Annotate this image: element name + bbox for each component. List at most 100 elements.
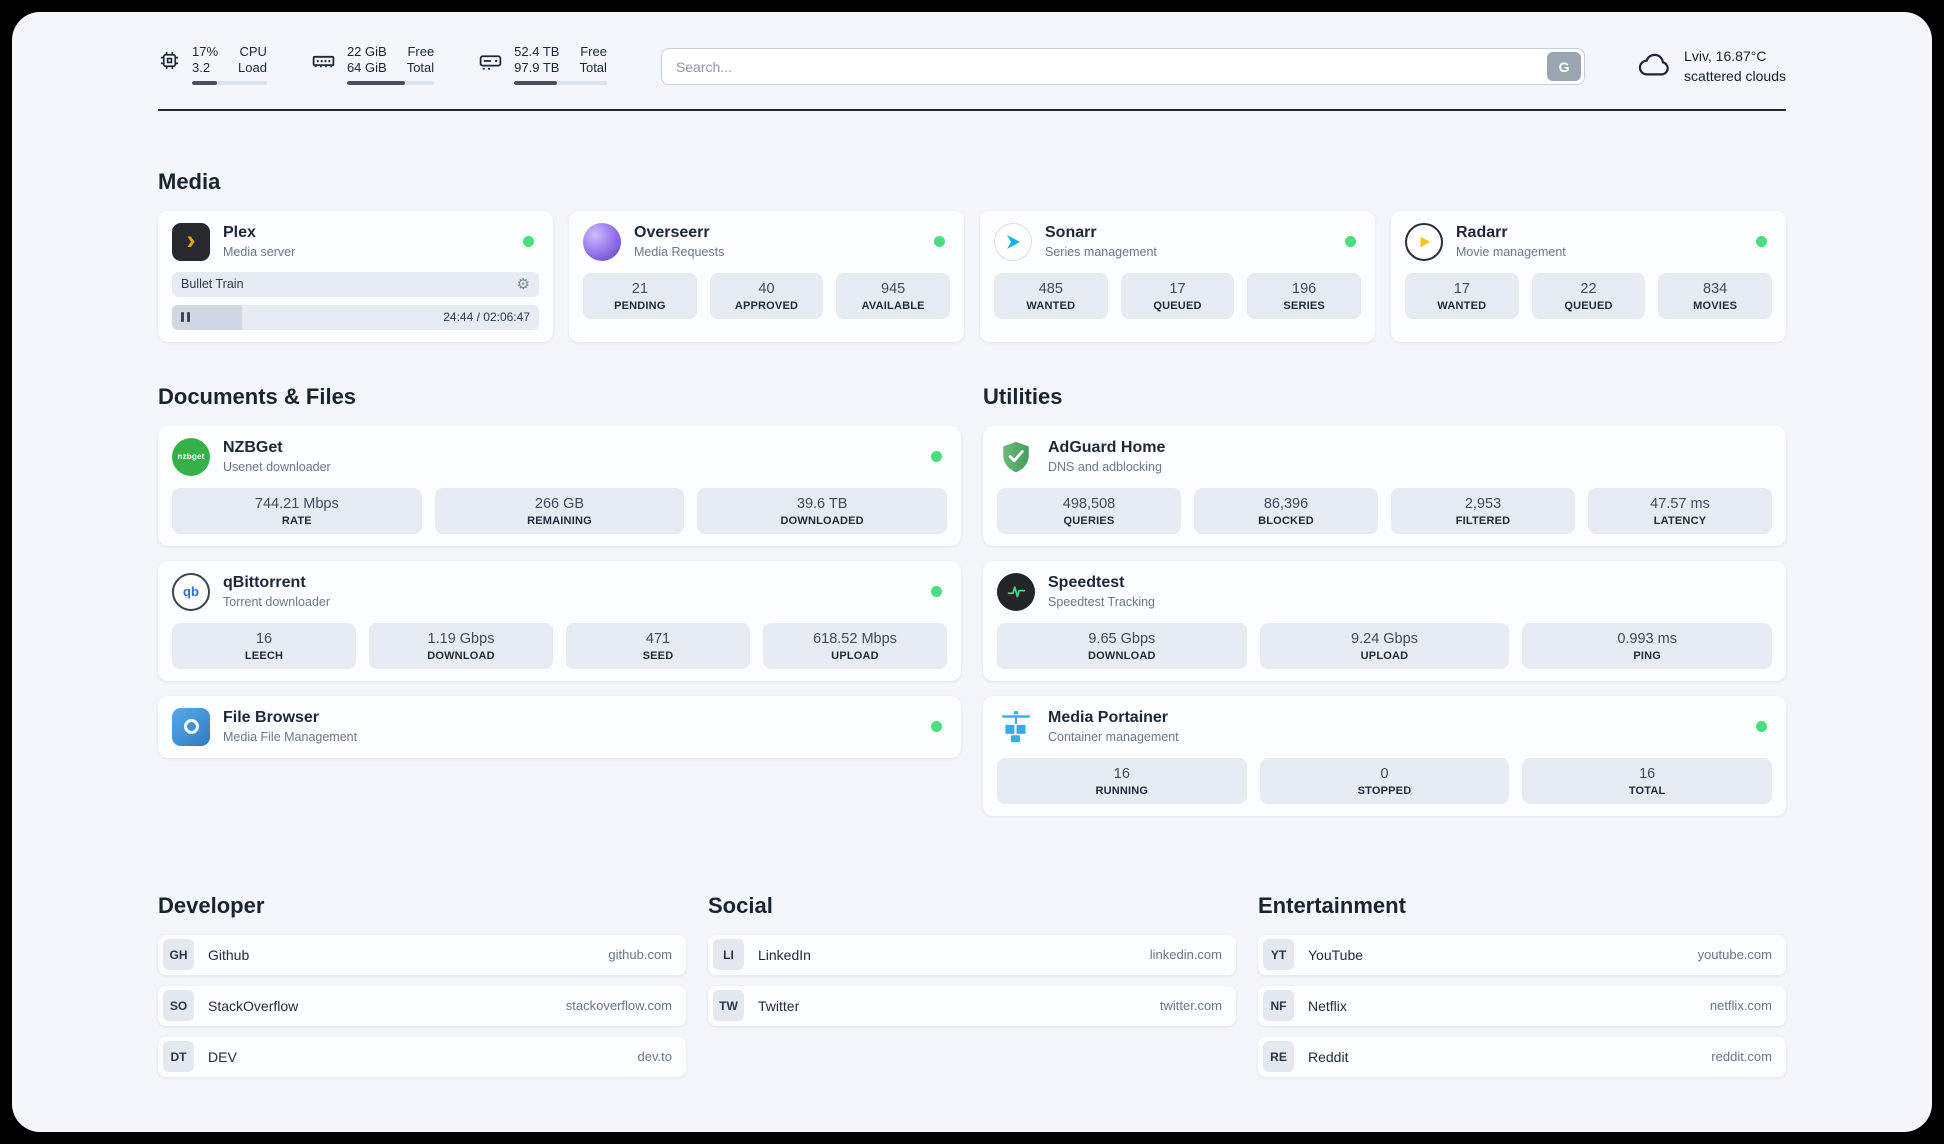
link-url: linkedin.com xyxy=(1149,947,1222,963)
app-card-qbittorrent[interactable]: qb qBittorrent Torrent downloader 16 LEE… xyxy=(158,560,961,681)
app-card-overseerr[interactable]: Overseerr Media Requests 21 PENDING 40 A… xyxy=(569,210,964,342)
radarr-icon xyxy=(1405,222,1443,261)
qbittorrent-icon: qb xyxy=(172,572,210,611)
section-title-entertainment: Entertainment xyxy=(1258,892,1406,918)
bookmarks-social: Social LI LinkedIn linkedin.com TW Twitt… xyxy=(708,893,1236,1037)
filebrowser-icon xyxy=(172,707,210,746)
app-name: NZBGet xyxy=(223,438,283,456)
pause-icon[interactable] xyxy=(181,312,190,323)
app-subtitle: Media server xyxy=(223,244,296,259)
stat-queued: 22 QUEUED xyxy=(1531,272,1646,319)
stat-running: 16 RUNNING xyxy=(997,757,1247,804)
disk-label-bottom: Total xyxy=(579,60,607,75)
stat-leech: 16 LEECH xyxy=(172,622,356,669)
link-url: twitter.com xyxy=(1159,998,1222,1014)
stat-wanted: 17 WANTED xyxy=(1405,272,1519,319)
cpu-icon xyxy=(158,49,181,72)
section-utilities: Utilities AdGuard Home xyxy=(983,384,1786,831)
link-twitter[interactable]: TW Twitter twitter.com xyxy=(708,985,1236,1026)
link-url: github.com xyxy=(608,947,672,963)
search-engine-button[interactable]: G xyxy=(1547,52,1582,81)
stackoverflow-icon: SO xyxy=(163,990,194,1022)
app-subtitle: Media File Management xyxy=(223,729,358,744)
overseerr-icon xyxy=(583,222,621,261)
plex-now-playing-row: Bullet Train ⚙ xyxy=(172,271,539,297)
status-dot xyxy=(931,586,942,598)
sonarr-icon xyxy=(994,222,1032,261)
playback-time: 24:44 / 02:06:47 xyxy=(443,310,530,325)
stat-blocked: 86,396 BLOCKED xyxy=(1194,487,1378,534)
link-github[interactable]: GH Github github.com xyxy=(158,934,686,975)
cpu-load: 3.2 xyxy=(192,60,211,75)
link-url: youtube.com xyxy=(1697,947,1772,963)
youtube-icon: YT xyxy=(1263,939,1294,971)
search-bar: G xyxy=(660,48,1586,85)
disk-total: 97.9 TB xyxy=(514,60,560,75)
stat-seed: 471 SEED xyxy=(566,622,750,669)
link-netflix[interactable]: NF Netflix netflix.com xyxy=(1258,985,1786,1026)
github-icon: GH xyxy=(163,939,194,971)
status-dot xyxy=(931,721,942,733)
speedtest-icon xyxy=(997,572,1035,611)
plex-icon xyxy=(172,222,210,261)
link-youtube[interactable]: YT YouTube youtube.com xyxy=(1258,934,1786,975)
ram-label-top: Free xyxy=(407,44,435,59)
link-name: YouTube xyxy=(1308,946,1364,963)
search-input[interactable] xyxy=(660,48,1586,85)
app-subtitle: Movie management xyxy=(1456,244,1566,259)
stat-movies: 834 MOVIES xyxy=(1658,272,1772,319)
stat-rate: 744.21 Mbps RATE xyxy=(172,487,422,534)
app-card-sonarr[interactable]: Sonarr Series management 485 WANTED 17 Q… xyxy=(980,210,1375,342)
app-name: Overseerr xyxy=(634,223,710,241)
settings-gear-icon[interactable]: ⚙ xyxy=(516,275,530,293)
link-url: stackoverflow.com xyxy=(565,998,672,1014)
app-card-plex[interactable]: Plex Media server Bullet Train ⚙ 24:44 /… xyxy=(158,210,553,342)
cpu-progress-bar xyxy=(192,81,267,85)
dashboard-page: 17% CPU 3.2 Load 22 GiB Free 64 Gi xyxy=(12,12,1932,1132)
app-card-radarr[interactable]: Radarr Movie management 17 WANTED 22 QUE… xyxy=(1391,210,1786,342)
stat-downloaded: 39.6 TB DOWNLOADED xyxy=(697,487,947,534)
disk-progress-bar xyxy=(514,81,607,85)
netflix-icon: NF xyxy=(1263,990,1294,1022)
link-name: StackOverflow xyxy=(208,997,299,1014)
ram-readout: 22 GiB Free 64 GiB Total xyxy=(346,44,435,85)
status-dot xyxy=(1756,721,1767,733)
link-url: reddit.com xyxy=(1711,1049,1772,1065)
stat-queued: 17 QUEUED xyxy=(1120,272,1235,319)
weather-widget: Lviv, 16.87°C scattered clouds xyxy=(1637,46,1786,87)
app-subtitle: Usenet downloader xyxy=(223,459,331,474)
app-name: qBittorrent xyxy=(223,573,306,591)
ram-icon xyxy=(311,49,336,74)
app-subtitle: Torrent downloader xyxy=(223,594,331,609)
link-stackoverflow[interactable]: SO StackOverflow stackoverflow.com xyxy=(158,985,686,1026)
cpu-percent: 17% xyxy=(192,44,219,59)
stat-download: 1.19 Gbps DOWNLOAD xyxy=(369,622,553,669)
stat-available: 945 AVAILABLE xyxy=(836,272,950,319)
app-name: Plex xyxy=(223,223,256,241)
link-linkedin[interactable]: LI LinkedIn linkedin.com xyxy=(708,934,1236,975)
link-dev[interactable]: DT DEV dev.to xyxy=(158,1036,686,1077)
link-reddit[interactable]: RE Reddit reddit.com xyxy=(1258,1036,1786,1077)
reddit-icon: RE xyxy=(1263,1041,1294,1073)
link-url: dev.to xyxy=(637,1049,672,1065)
section-title-utilities: Utilities xyxy=(983,383,1063,409)
section-title-media: Media xyxy=(158,168,221,194)
app-card-speedtest[interactable]: Speedtest Speedtest Tracking 9.65 Gbps D… xyxy=(983,560,1786,681)
app-card-portainer[interactable]: Media Portainer Container management 16 … xyxy=(983,695,1786,816)
now-playing-title: Bullet Train xyxy=(181,277,244,292)
header-divider xyxy=(158,108,1786,111)
nzbget-icon: nzbget xyxy=(172,437,210,476)
app-name: AdGuard Home xyxy=(1048,438,1166,456)
app-card-adguard[interactable]: AdGuard Home DNS and adblocking 498,508 … xyxy=(983,425,1786,546)
plex-progress-bar[interactable]: 24:44 / 02:06:47 xyxy=(172,304,539,330)
link-name: Twitter xyxy=(758,997,800,1014)
topbar: 17% CPU 3.2 Load 22 GiB Free 64 Gi xyxy=(158,44,1786,87)
stat-pending: 21 PENDING xyxy=(583,272,697,319)
ram-label-bottom: Total xyxy=(406,60,435,75)
app-card-filebrowser[interactable]: File Browser Media File Management xyxy=(158,695,961,758)
app-name: Radarr xyxy=(1456,223,1508,241)
stat-remaining: 266 GB REMAINING xyxy=(434,487,685,534)
disk-free: 52.4 TB xyxy=(514,44,560,59)
app-card-nzbget[interactable]: nzbget NZBGet Usenet downloader 744.21 M… xyxy=(158,425,961,546)
ram-total: 64 GiB xyxy=(346,60,387,75)
